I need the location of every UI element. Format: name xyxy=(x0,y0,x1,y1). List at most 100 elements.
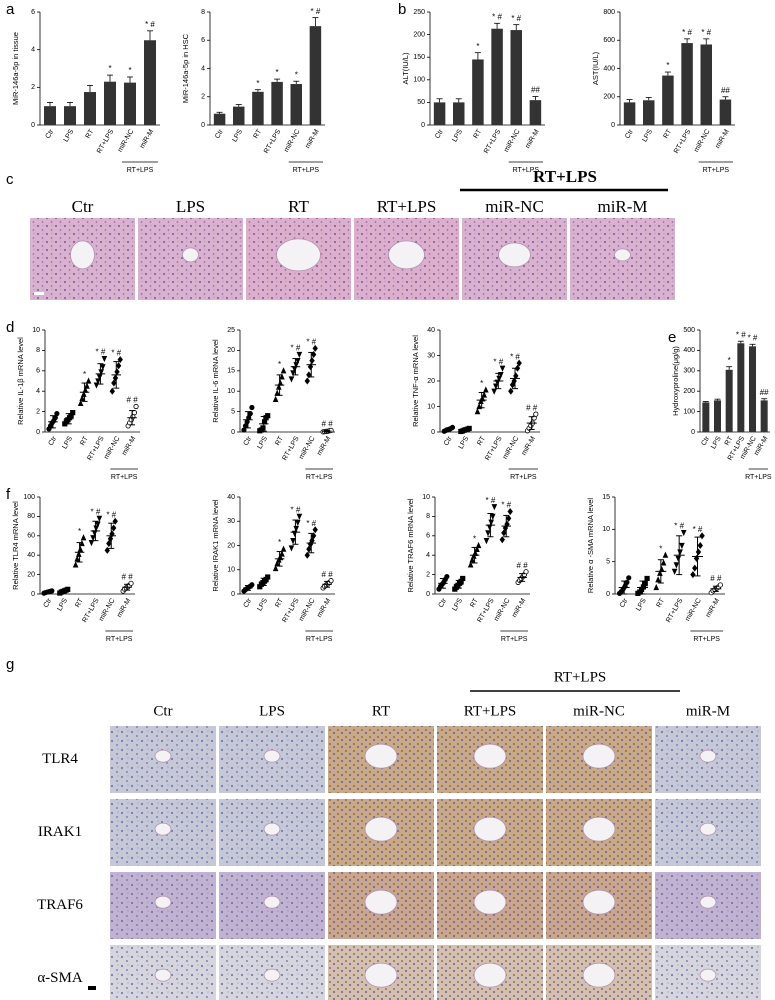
y-tick-label: 0 xyxy=(691,429,695,436)
data-point xyxy=(288,545,295,552)
data-point xyxy=(483,386,489,393)
data-point xyxy=(697,541,703,550)
vessel xyxy=(699,895,717,909)
bar xyxy=(252,91,264,125)
y-tick-label: 40 xyxy=(427,327,435,334)
bar xyxy=(104,81,116,125)
data-point xyxy=(505,514,512,522)
x-tick-label: miR-M xyxy=(521,435,537,456)
x-tick-label: Ctr xyxy=(434,128,445,140)
y-tick-label: 0 xyxy=(426,591,430,598)
x-tick-label: miR-NC xyxy=(502,435,521,460)
group-label: RT+LPS xyxy=(106,636,133,643)
data-point xyxy=(489,513,496,521)
x-tick-label: LPS xyxy=(61,435,74,450)
vessel xyxy=(364,816,398,842)
significance-label: * # xyxy=(145,20,155,29)
bar xyxy=(124,82,136,125)
y-axis-label: MiR-146a-5p in HSC xyxy=(181,33,190,103)
x-tick-label: miR-M xyxy=(714,128,730,149)
y-tick-label: 300 xyxy=(683,368,695,375)
y-tick-label: 2 xyxy=(201,94,205,101)
x-tick-label: miR-M xyxy=(139,128,155,149)
y-axis-label: Relative IL-6 mRNA level xyxy=(211,339,220,423)
x-tick-label: Ctr xyxy=(624,128,635,140)
data-point xyxy=(70,410,76,416)
row-label: TRAF6 xyxy=(37,897,83,913)
bar xyxy=(491,28,503,126)
vessel xyxy=(263,822,281,836)
data-point xyxy=(533,411,539,417)
data-point xyxy=(695,548,702,556)
data-point xyxy=(309,357,315,365)
group-label: RT+LPS xyxy=(111,474,138,481)
y-tick-label: 8 xyxy=(426,513,430,520)
bar xyxy=(290,84,302,125)
vessel xyxy=(699,968,717,982)
significance-label: * # xyxy=(306,337,316,346)
significance-label: # # xyxy=(517,561,529,570)
significance-label: # # xyxy=(322,419,334,428)
significance-label: * xyxy=(83,370,86,379)
group-label: RT+LPS xyxy=(293,167,320,174)
significance-label: * # xyxy=(96,348,106,357)
significance-label: * xyxy=(659,544,662,553)
bar xyxy=(510,30,522,125)
y-tick-label: 0 xyxy=(431,429,435,436)
x-tick-label: RT+LPS xyxy=(96,128,115,155)
x-tick-label: RT xyxy=(473,128,484,140)
x-tick-label: RT+LPS xyxy=(483,128,502,155)
y-axis-label: Relative TLR4 mRNA level xyxy=(11,501,20,590)
data-point xyxy=(481,391,487,398)
x-tick-label: miR-NC xyxy=(117,128,136,153)
column-label: Ctr xyxy=(153,703,172,719)
data-point xyxy=(249,404,255,411)
y-tick-label: 6 xyxy=(31,9,35,16)
y-tick-label: 100 xyxy=(413,77,425,84)
vessel xyxy=(276,238,321,272)
bar xyxy=(749,346,756,432)
y-axis-label: Relative IRAK1 mRNA level xyxy=(211,499,220,591)
x-tick-label: RT xyxy=(476,435,487,447)
y-tick-label: 6 xyxy=(201,37,205,44)
vessel xyxy=(154,822,172,836)
data-point xyxy=(680,529,687,537)
data-point xyxy=(475,541,482,549)
data-point xyxy=(290,538,296,545)
bar xyxy=(64,106,76,125)
y-tick-label: 50 xyxy=(417,99,425,106)
x-tick-label: miR-M xyxy=(705,597,721,618)
data-point xyxy=(272,395,279,402)
data-point xyxy=(249,582,255,588)
data-point xyxy=(499,365,506,372)
data-point xyxy=(95,378,101,385)
data-point xyxy=(133,403,139,410)
significance-label: * # xyxy=(311,7,321,16)
y-tick-label: 10 xyxy=(602,526,610,533)
x-tick-label: miR-NC xyxy=(98,597,117,622)
x-tick-label: miR-M xyxy=(121,435,137,456)
data-point xyxy=(90,535,96,542)
y-tick-label: 0 xyxy=(421,122,425,129)
significance-label: # # xyxy=(526,403,538,412)
y-axis-label: AST(IU/L) xyxy=(591,51,600,85)
bar xyxy=(700,44,712,125)
vessel xyxy=(582,816,616,842)
y-tick-label: 5 xyxy=(606,559,610,566)
scale-bar xyxy=(88,986,96,990)
significance-label: * xyxy=(473,535,476,544)
significance-label: * xyxy=(666,61,669,70)
data-point xyxy=(304,377,310,385)
data-point xyxy=(488,519,495,526)
y-tick-label: 20 xyxy=(227,347,235,354)
data-point xyxy=(306,545,312,553)
significance-label: * # xyxy=(701,28,711,37)
data-point xyxy=(485,530,491,537)
data-point xyxy=(101,355,108,363)
data-point xyxy=(280,545,287,552)
y-tick-label: 800 xyxy=(603,9,615,16)
data-point xyxy=(272,564,279,572)
x-tick-label: RT xyxy=(724,435,735,447)
data-point xyxy=(523,569,529,575)
group-label: RT+LPS xyxy=(703,167,730,174)
